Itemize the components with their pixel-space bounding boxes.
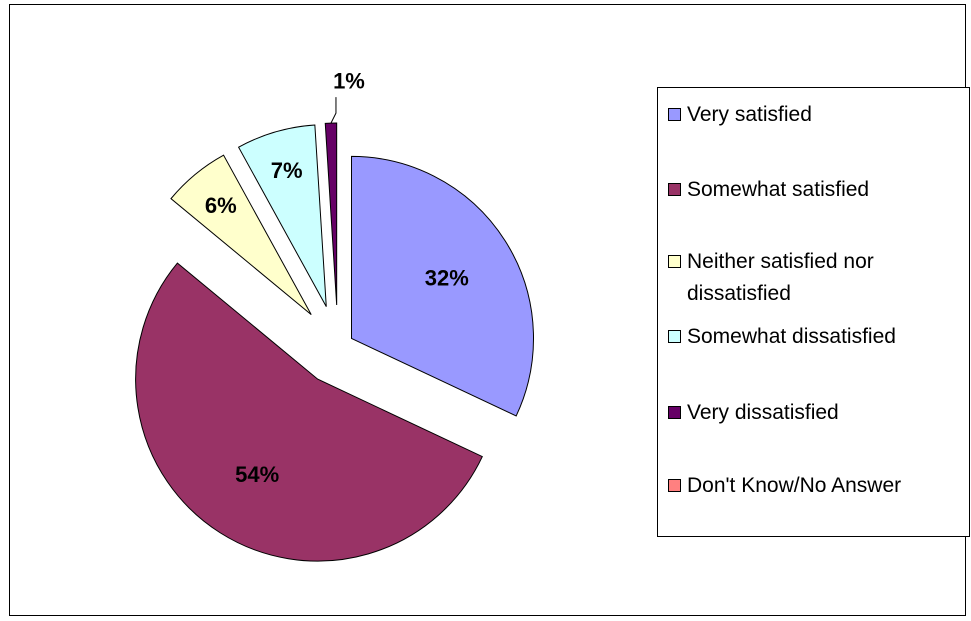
legend-item-somewhat-dissatisfied: Somewhat dissatisfied xyxy=(668,321,968,353)
legend-item-dont-know: Don't Know/No Answer xyxy=(668,470,968,502)
legend-label: Neither satisfied nor dissatisfied xyxy=(687,250,874,305)
pie-slice-somewhat-dissatisfied xyxy=(237,124,327,307)
legend-label: Somewhat dissatisfied xyxy=(687,325,896,348)
legend-label: Very satisfied xyxy=(687,103,812,126)
legend-item-very-satisfied: Very satisfied xyxy=(668,99,968,131)
legend: Very satisfied Somewhat satisfied Neithe… xyxy=(657,87,970,537)
data-label-neither-satisfied-nor-dissatisfied: 6% xyxy=(205,193,237,218)
legend-swatch xyxy=(668,108,681,121)
pie-slice-somewhat-satisfied xyxy=(135,262,483,562)
pie-slice-very-dissatisfied xyxy=(324,122,338,306)
pie-chart: 32% 54% 6% 7% 1% xyxy=(135,69,534,562)
legend-item-neither: Neither satisfied nor dissatisfied xyxy=(668,246,968,310)
pie-slice-very-satisfied xyxy=(351,155,534,417)
data-label-somewhat-dissatisfied: 7% xyxy=(271,158,303,183)
legend-swatch xyxy=(668,406,681,419)
legend-label: Somewhat satisfied xyxy=(687,178,870,201)
leader-line xyxy=(330,97,337,124)
data-label-very-dissatisfied: 1% xyxy=(333,69,365,94)
pie-slice-neither-satisfied-nor-dissatisfied xyxy=(170,154,312,316)
chart-area: 32% 54% 6% 7% 1% Very satisfied Somewhat sat… xyxy=(9,4,970,616)
legend-item-very-dissatisfied: Very dissatisfied xyxy=(668,397,968,429)
legend-label: Don't Know/No Answer xyxy=(687,474,902,497)
legend-swatch xyxy=(668,479,681,492)
legend-swatch xyxy=(668,183,681,196)
data-label-somewhat-satisfied: 54% xyxy=(235,462,279,487)
legend-item-somewhat-satisfied: Somewhat satisfied xyxy=(668,174,968,206)
legend-swatch xyxy=(668,255,681,268)
legend-swatch xyxy=(668,330,681,343)
legend-label: Very dissatisfied xyxy=(687,401,839,424)
data-label-very-satisfied: 32% xyxy=(425,265,469,290)
